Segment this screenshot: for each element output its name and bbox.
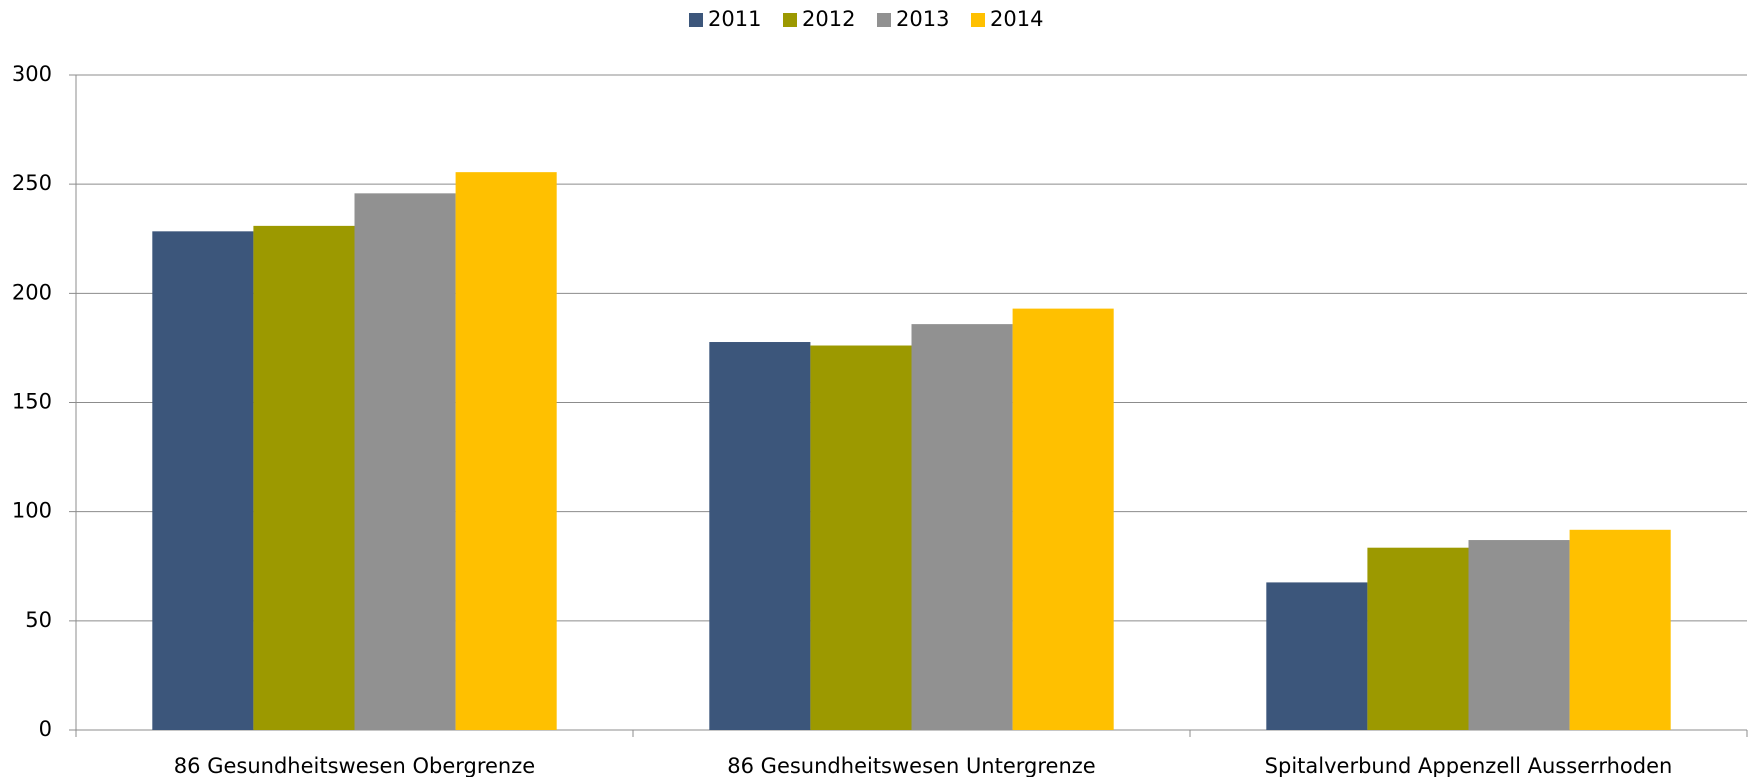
x-tick-label: 86 Gesundheitswesen Untergrenze bbox=[727, 754, 1095, 777]
legend-swatch bbox=[971, 13, 985, 27]
bar bbox=[1569, 529, 1671, 730]
legend-label: 2014 bbox=[990, 7, 1043, 31]
legend-label: 2013 bbox=[896, 7, 949, 31]
y-tick-label: 100 bbox=[12, 499, 52, 523]
bar bbox=[354, 193, 456, 730]
bar bbox=[911, 324, 1013, 730]
legend-label: 2011 bbox=[708, 7, 761, 31]
legend-swatch bbox=[877, 13, 891, 27]
bar bbox=[1367, 547, 1469, 730]
legend-label: 2012 bbox=[802, 7, 855, 31]
y-tick-label: 200 bbox=[12, 280, 52, 304]
y-tick-label: 150 bbox=[12, 390, 52, 414]
y-tick-label: 0 bbox=[39, 717, 52, 741]
y-tick-label: 300 bbox=[12, 62, 52, 86]
x-tick-label: 86 Gesundheitswesen Obergrenze bbox=[174, 754, 535, 777]
bar bbox=[1468, 540, 1570, 730]
bar bbox=[810, 345, 912, 730]
legend-swatch bbox=[783, 13, 797, 27]
bar bbox=[455, 172, 557, 731]
bar bbox=[253, 225, 355, 730]
x-tick-label: Spitalverbund Appenzell Ausserrhoden bbox=[1265, 754, 1673, 777]
bar bbox=[709, 342, 811, 730]
y-tick-label: 50 bbox=[25, 608, 52, 632]
bar bbox=[152, 231, 254, 730]
legend-swatch bbox=[689, 13, 703, 27]
bar bbox=[1266, 582, 1368, 730]
y-tick-label: 250 bbox=[12, 171, 52, 195]
bar bbox=[1012, 308, 1114, 730]
